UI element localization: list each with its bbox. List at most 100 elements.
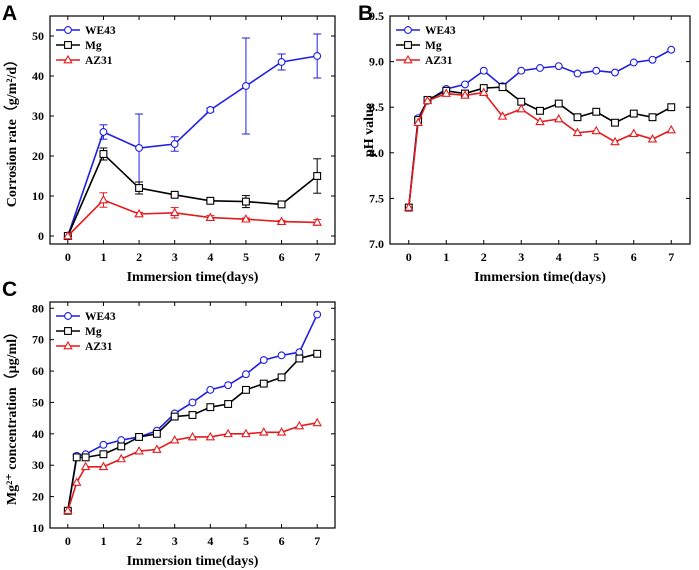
data-point-az31 — [276, 216, 287, 225]
series-az31 — [63, 417, 322, 515]
data-point-we43 — [629, 58, 638, 67]
data-point-mg — [573, 113, 582, 122]
data-point-az31 — [98, 194, 109, 204]
data-point-mg — [188, 411, 197, 419]
x-tick-label: 4 — [207, 250, 213, 264]
data-point-mg — [667, 103, 676, 112]
y-tick-label: 40 — [32, 69, 44, 83]
chart-panel-a: A 0 1 2 3 4 5 6 7 0 10 20 30 40 50 Immersion time(days)… — [2, 2, 336, 285]
chart-panel-c: C 0 1 2 3 4 5 6 7 10 20 30 40 50 60 70 80 Immersion time(… — [2, 278, 336, 569]
data-point-az31 — [535, 116, 545, 126]
x-tick-label: 6 — [279, 534, 285, 548]
x-tick-label: 4 — [207, 534, 213, 548]
series-we43 — [63, 33, 322, 240]
series-line-az31 — [67, 422, 318, 511]
data-point-mg — [170, 412, 179, 421]
data-point-we43 — [241, 82, 250, 90]
data-point-mg — [554, 99, 563, 108]
data-point-we43 — [313, 52, 322, 60]
data-point-mg — [259, 379, 268, 388]
data-point-we43 — [554, 62, 563, 71]
data-point-mg — [277, 373, 286, 382]
y-tick-label: 50 — [32, 395, 44, 409]
legend: WE43 Mg AZ31 — [56, 25, 116, 67]
data-point-mg — [277, 200, 286, 209]
data-point-we43 — [241, 370, 250, 379]
data-point-az31 — [572, 127, 583, 137]
data-point-az31 — [63, 230, 73, 240]
data-point-mg — [72, 453, 81, 462]
y-tick-label: 80 — [32, 301, 44, 315]
data-point-az31 — [441, 88, 451, 97]
data-point-we43 — [536, 64, 544, 72]
x-tick-label: 5 — [243, 534, 249, 548]
legend-marker-az31 — [63, 340, 73, 350]
x-tick-label: 5 — [243, 250, 249, 264]
x-tick-label: 6 — [631, 250, 637, 264]
series-az31 — [404, 87, 676, 211]
data-point-we43 — [517, 66, 526, 75]
series-line-mg — [407, 86, 672, 208]
data-point-az31 — [554, 113, 564, 123]
series-mg — [63, 147, 322, 240]
legend-marker-mg — [64, 41, 72, 49]
plot-frame — [49, 301, 336, 529]
data-point-mg — [81, 453, 90, 462]
series-az31 — [63, 192, 322, 240]
data-point-az31 — [205, 212, 216, 221]
data-point-mg — [648, 113, 657, 122]
y-axis-title: pH value — [362, 103, 377, 157]
panel-letter: C — [2, 278, 17, 301]
data-point-az31 — [666, 124, 676, 134]
data-point-mg — [224, 400, 233, 408]
series-mg — [404, 83, 676, 212]
data-point-mg — [135, 184, 144, 192]
data-point-az31 — [152, 444, 162, 453]
data-point-az31 — [294, 420, 305, 430]
legend-marker-mg — [404, 41, 412, 49]
series-line-az31 — [67, 199, 318, 237]
legend-marker-we43 — [64, 312, 72, 320]
legend-marker-az31 — [403, 54, 413, 64]
data-point-we43 — [592, 66, 601, 75]
legend-marker-az31 — [63, 54, 73, 64]
data-point-az31 — [404, 202, 414, 211]
data-point-az31 — [223, 428, 233, 438]
y-tick-label: 9.0 — [369, 55, 384, 69]
data-point-az31 — [205, 431, 216, 441]
x-tick-label: 7 — [314, 534, 320, 548]
x-tick-label: 0 — [65, 250, 71, 264]
data-point-mg — [170, 190, 179, 199]
data-point-we43 — [206, 385, 215, 394]
y-tick-label: 7.0 — [369, 237, 384, 251]
legend: WE43 Mg AZ31 — [56, 311, 116, 353]
data-point-we43 — [99, 128, 108, 136]
data-point-az31 — [647, 133, 658, 143]
x-tick-label: 3 — [172, 250, 178, 264]
data-point-we43 — [259, 356, 268, 365]
data-point-mg — [241, 385, 250, 394]
legend-label-we43: WE43 — [425, 25, 456, 37]
legend-label-az31: AZ31 — [85, 341, 113, 353]
y-tick-label: 30 — [32, 458, 44, 472]
legend: WE43 Mg AZ31 — [396, 25, 456, 67]
data-point-az31 — [259, 427, 269, 436]
data-point-mg — [611, 118, 619, 127]
y-tick-label: 10 — [32, 189, 44, 203]
x-axis-title: Immersion time(days) — [127, 554, 259, 569]
data-point-mg — [206, 403, 215, 412]
legend-label-mg: Mg — [425, 40, 442, 52]
data-point-az31 — [497, 111, 508, 120]
data-point-az31 — [116, 453, 126, 463]
data-point-az31 — [241, 428, 251, 438]
data-point-az31 — [312, 417, 322, 427]
data-point-az31 — [422, 95, 433, 105]
data-point-az31 — [479, 87, 489, 96]
series-line-mg — [67, 353, 318, 511]
y-tick-label: 40 — [32, 427, 44, 441]
x-tick-label: 1 — [100, 250, 106, 264]
data-point-we43 — [611, 68, 619, 77]
y-axis-title: Corrosion rate（g/m²/d） — [4, 53, 20, 207]
legend-label-mg: Mg — [85, 40, 102, 52]
